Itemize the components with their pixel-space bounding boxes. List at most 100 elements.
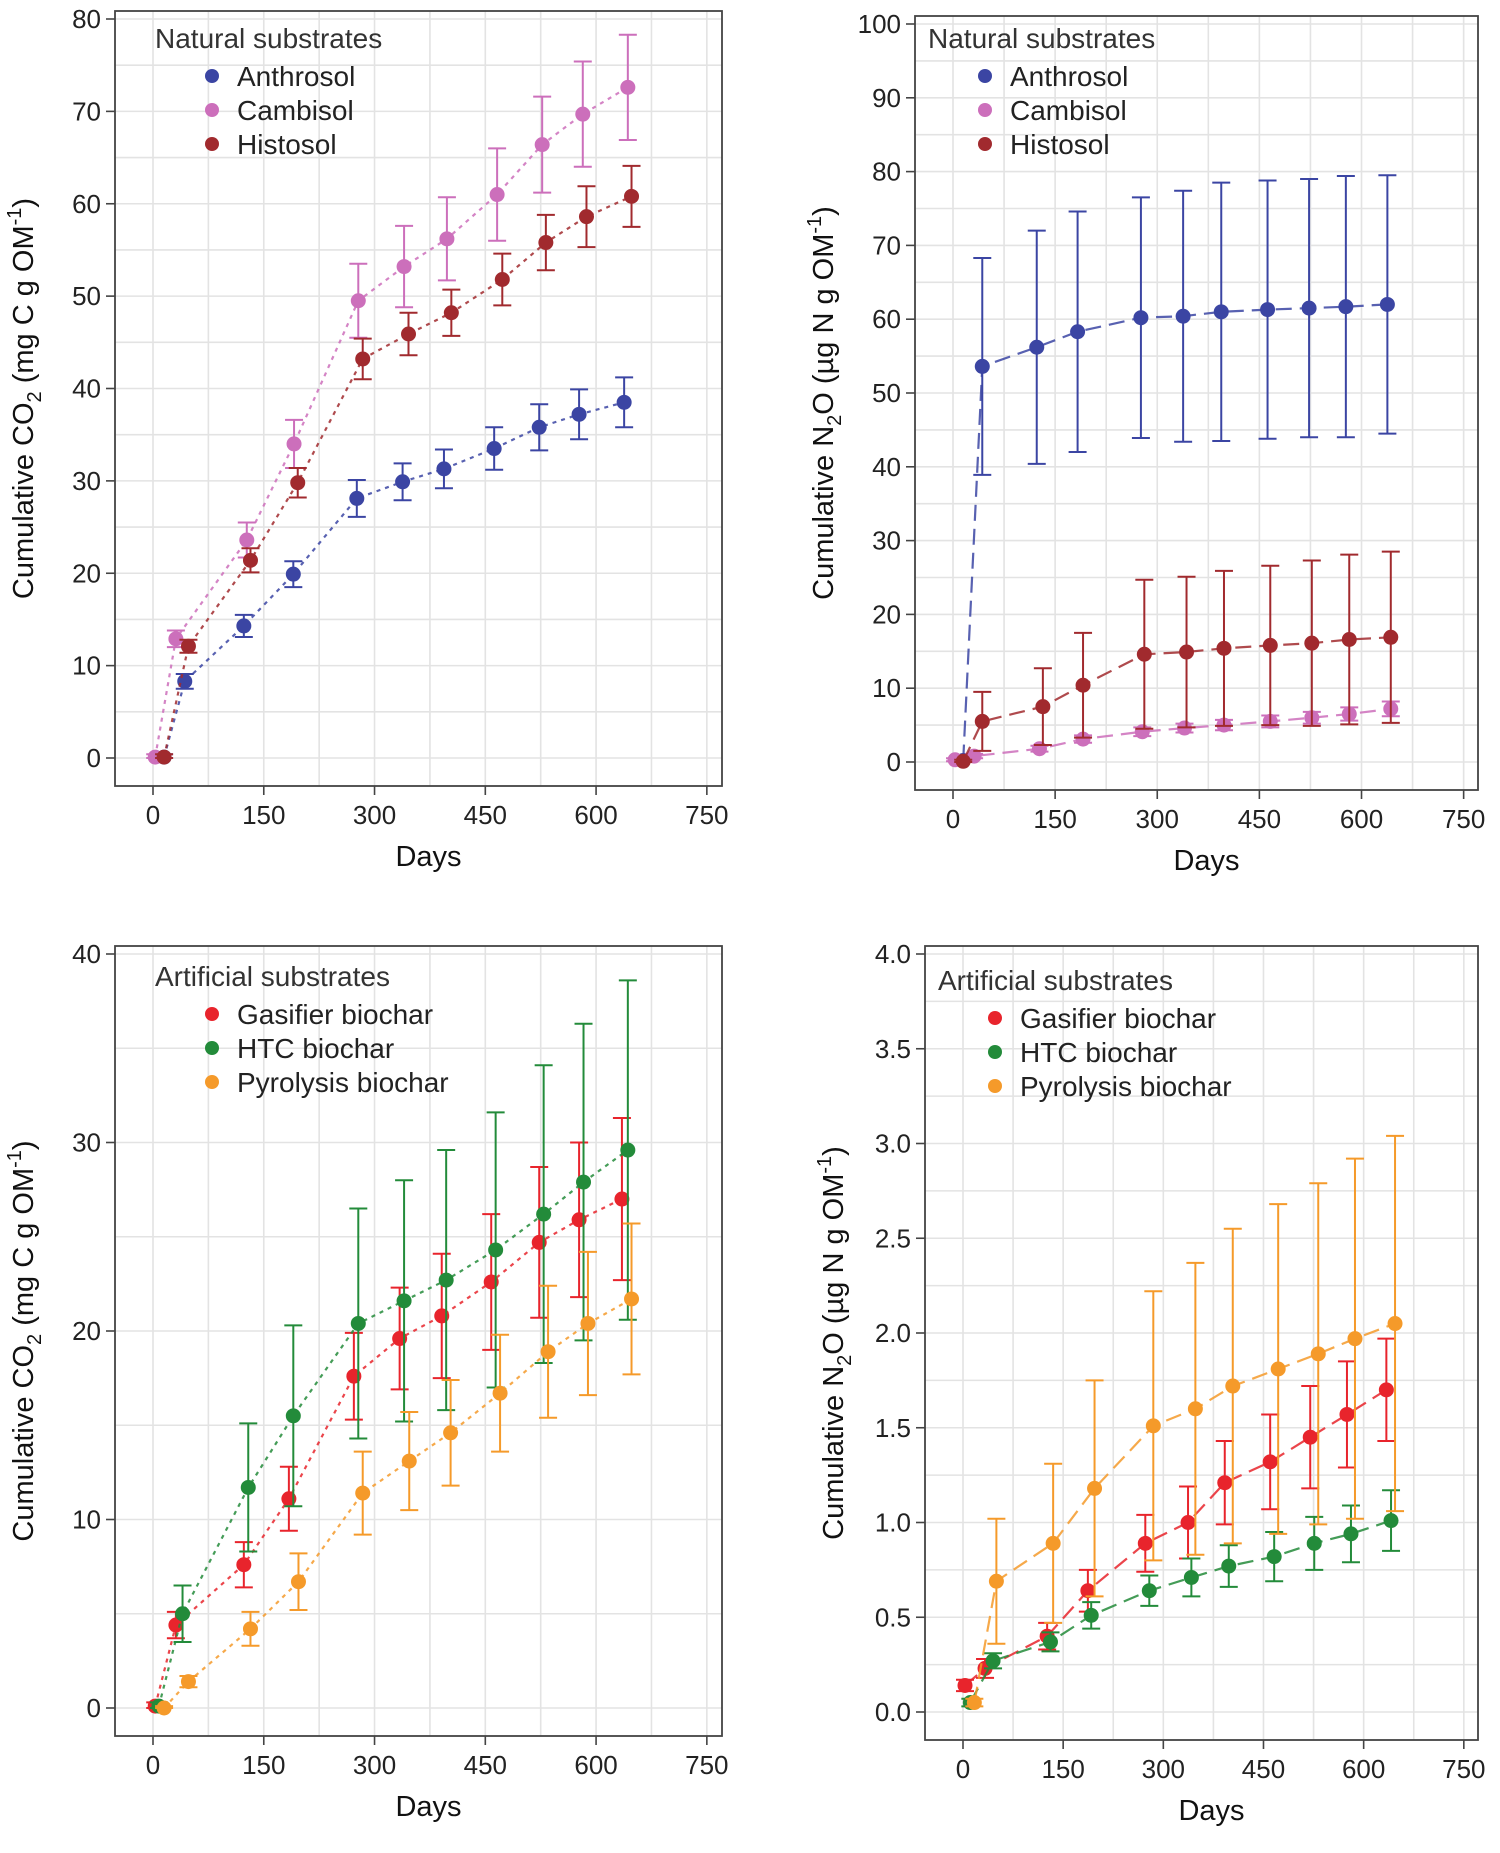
y-tick-label: 90: [872, 83, 901, 113]
x-tick-label: 600: [574, 800, 617, 830]
x-tick-label: 450: [464, 800, 507, 830]
data-point: [1080, 1583, 1096, 1599]
data-point: [1338, 299, 1354, 315]
y-tick-label: 50: [872, 378, 901, 408]
data-point: [1260, 302, 1276, 318]
y-tick-label: 0: [887, 747, 901, 777]
y-tick-label: 3.0: [875, 1129, 911, 1159]
data-point: [1225, 1378, 1241, 1394]
data-point: [1302, 1429, 1318, 1445]
data-point: [438, 1272, 454, 1288]
data-point: [531, 419, 547, 435]
y-axis-label-part: ): [818, 1146, 850, 1156]
data-point: [285, 1408, 301, 1424]
data-point: [290, 475, 306, 491]
series-line: [154, 1198, 623, 1707]
x-tick-label: 0: [146, 800, 160, 830]
x-tick-label: 750: [685, 1750, 728, 1780]
data-point: [355, 351, 371, 367]
data-point: [1304, 635, 1320, 651]
x-tick-label: 750: [1442, 1754, 1485, 1784]
series-gasifier-biochar: [956, 1337, 1396, 1693]
data-point: [1029, 339, 1045, 355]
y-axis-label-part: O (µg N g OM: [818, 1174, 850, 1355]
data-point: [1387, 1316, 1403, 1332]
data-point: [396, 1293, 412, 1309]
y-axis-label-part: Cumulative CO: [8, 402, 40, 599]
data-point: [395, 474, 411, 490]
y-tick-label: 40: [72, 939, 101, 969]
legend-title: Artificial substrates: [938, 965, 1173, 996]
data-point: [1343, 1526, 1359, 1542]
data-point: [624, 1291, 640, 1307]
series-htc-biochar: [961, 1489, 1401, 1711]
chart-panel-n2o_natural: 0 150 300 450 600 750 0 10 20 30 40 50 60 70 80 90 100 Da…: [804, 9, 1485, 877]
y-tick-label: 1.0: [875, 1508, 911, 1538]
x-tick-label: 150: [1033, 804, 1076, 834]
legend-label: Pyrolysis biochar: [237, 1067, 449, 1098]
y-axis-label-part: ): [8, 1140, 40, 1150]
data-point: [236, 1557, 252, 1573]
y-tick-label: 0.0: [875, 1697, 911, 1727]
x-tick-label: 300: [1142, 1754, 1185, 1784]
legend-marker: [988, 1011, 1002, 1025]
y-tick-label: 0: [87, 743, 101, 773]
y-tick-label: 30: [872, 526, 901, 556]
data-point: [1042, 1634, 1058, 1650]
data-point: [1045, 1535, 1061, 1551]
data-point: [1180, 1515, 1196, 1530]
y-tick-label: 50: [72, 281, 101, 311]
series-histosol: [155, 164, 641, 765]
data-point: [350, 293, 366, 309]
data-point: [1213, 304, 1229, 320]
y-tick-label: 30: [72, 1128, 101, 1158]
data-point: [538, 235, 554, 251]
data-point: [175, 1606, 191, 1622]
y-axis-label: Cumulative CO2 (mg C g OM-1): [4, 198, 46, 599]
data-point: [1035, 699, 1051, 715]
legend-marker: [205, 1041, 219, 1055]
y-axis-label-part: 2: [824, 415, 846, 426]
series-pyrolysis-biochar: [965, 1134, 1405, 1711]
y-axis-label-part: Cumulative N: [808, 426, 840, 600]
data-point: [614, 1191, 630, 1207]
data-point: [180, 638, 196, 654]
data-point: [988, 1573, 1004, 1589]
data-point: [439, 231, 455, 247]
chart-panel-co2_artificial: 0 150 300 450 600 750 0 10 20 30 40 Days Cumulative …: [4, 939, 729, 1823]
y-axis-label-part: 2: [834, 1355, 856, 1366]
data-point: [242, 1621, 258, 1637]
series-line: [154, 86, 629, 758]
data-point: [239, 532, 255, 548]
x-tick-label: 300: [353, 800, 396, 830]
series-line: [157, 1149, 629, 1707]
series-histosol: [954, 550, 1400, 769]
data-point: [1070, 324, 1086, 340]
legend-label: Cambisol: [1010, 95, 1127, 126]
chart-panel-n2o_artificial: 0 150 300 450 600 750 0.0 0.5 1.0 1.5 2.0 2.5 3.0 3.5…: [814, 939, 1486, 1827]
plot-frame: [914, 15, 1479, 791]
data-point: [1270, 1361, 1286, 1377]
data-point: [1187, 1401, 1203, 1417]
series-line: [163, 1298, 633, 1709]
data-point: [168, 1617, 184, 1633]
data-point: [1341, 631, 1357, 647]
plot-frame: [114, 10, 723, 787]
data-point: [576, 1174, 592, 1190]
data-point: [1133, 310, 1149, 326]
legend-marker: [205, 1075, 219, 1089]
data-point: [1266, 1549, 1282, 1565]
series-line: [962, 303, 1388, 761]
series-line: [163, 195, 632, 758]
data-point: [396, 259, 412, 275]
x-tick-label: 600: [1340, 804, 1383, 834]
data-point: [1383, 629, 1399, 645]
y-tick-label: 100: [858, 9, 901, 39]
data-point: [1083, 1607, 1099, 1623]
data-point: [1134, 724, 1150, 740]
data-point: [1310, 1346, 1326, 1362]
series-anthrosol: [155, 376, 634, 765]
data-point: [575, 106, 591, 122]
y-tick-label: 3.5: [875, 1034, 911, 1064]
